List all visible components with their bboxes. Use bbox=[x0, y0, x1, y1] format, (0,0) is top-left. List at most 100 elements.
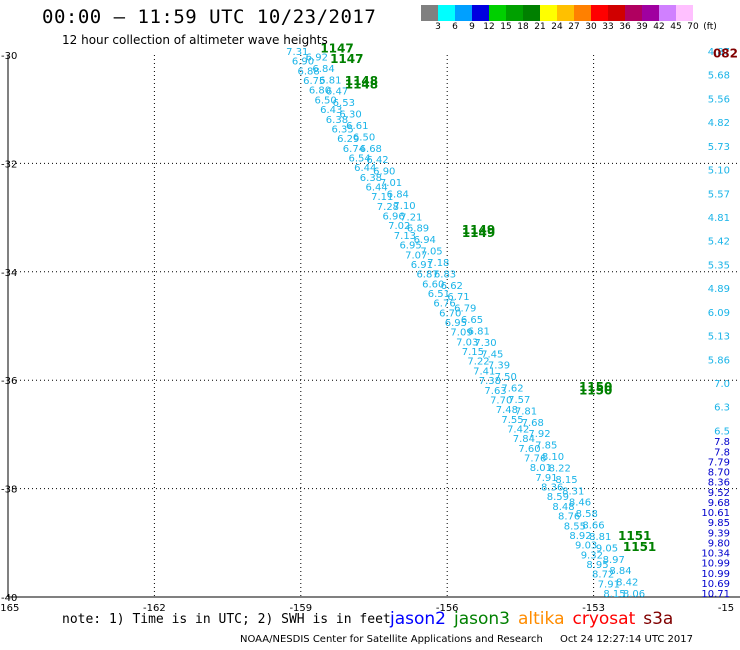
colorbar-label: 15 bbox=[500, 22, 512, 32]
wave-height-label: 7.57 bbox=[508, 395, 530, 406]
legend-cryosat: cryosat bbox=[572, 609, 636, 629]
wave-height-label: 6.90 bbox=[292, 57, 314, 68]
wave-height-label: 7.30 bbox=[474, 338, 496, 349]
wave-height-colorbar bbox=[421, 5, 693, 21]
x-tick-label: -153 bbox=[582, 603, 605, 614]
wave-height-label: 8.15 bbox=[603, 589, 625, 600]
wave-height-label: 8.76 bbox=[558, 512, 580, 523]
wave-height-label: 4.82 bbox=[708, 118, 730, 129]
wave-height-label: 7.81 bbox=[515, 406, 537, 417]
wave-height-label: 5.68 bbox=[708, 71, 730, 82]
wave-height-label: 6.87 bbox=[416, 270, 438, 281]
corner-label: 082 bbox=[713, 46, 738, 60]
wave-height-label: 5.35 bbox=[708, 260, 730, 271]
colorbar-label: 27 bbox=[568, 22, 580, 32]
colorbar-label: 42 bbox=[653, 22, 665, 32]
wave-height-label: 6.29 bbox=[337, 134, 359, 145]
wave-height-label: 7.11 bbox=[371, 192, 393, 203]
wave-height-label: 10.61 bbox=[701, 508, 730, 519]
chart-subtitle: 12 hour collection of altimeter wave hei… bbox=[62, 33, 328, 47]
wave-height-label: 6.35 bbox=[331, 124, 353, 135]
wave-height-label: 10.69 bbox=[701, 579, 730, 590]
wave-height-label: 8.81 bbox=[589, 532, 611, 543]
wave-height-label: 9.68 bbox=[708, 498, 730, 509]
wave-height-label: 8.31 bbox=[562, 486, 584, 497]
wave-height-label: 8.10 bbox=[542, 452, 564, 463]
wave-height-label: 6.92 bbox=[306, 52, 328, 63]
wave-height-label: 8.59 bbox=[547, 492, 569, 503]
wave-height-label: 7.05 bbox=[420, 247, 442, 258]
wave-height-label: 8.72 bbox=[592, 570, 614, 581]
y-tick-label: -36 bbox=[1, 376, 17, 387]
wave-height-label: 6.61 bbox=[346, 121, 368, 132]
legend-altika: altika bbox=[518, 609, 565, 629]
y-tick-label: -30 bbox=[1, 51, 17, 62]
wave-height-label: 6.95 bbox=[445, 318, 467, 329]
wave-height-label: 7.68 bbox=[522, 418, 544, 429]
y-tick-label: -32 bbox=[1, 159, 17, 170]
colorbar-swatch bbox=[608, 5, 625, 21]
colorbar-label: 39 bbox=[636, 22, 648, 32]
wave-height-label: 7.91 bbox=[598, 579, 620, 590]
wave-height-label: 8.95 bbox=[586, 560, 608, 571]
wave-height-label: 7.02 bbox=[388, 221, 410, 232]
wave-height-label: 7.84 bbox=[513, 434, 535, 445]
colorbar-swatch bbox=[506, 5, 523, 21]
wave-height-label: 8.55 bbox=[564, 521, 586, 532]
wave-height-label: 10.34 bbox=[701, 549, 730, 560]
colorbar-label: 70 bbox=[687, 22, 699, 32]
footer-timestamp: Oct 24 12:27:14 UTC 2017 bbox=[560, 634, 693, 645]
wave-height-label: 6.81 bbox=[468, 326, 490, 337]
wave-height-label: 7.18 bbox=[427, 258, 449, 269]
colorbar-label: 30 bbox=[585, 22, 597, 32]
time-label: 1148 bbox=[345, 78, 378, 92]
wave-height-label: 9.39 bbox=[708, 528, 730, 539]
wave-height-label: 8.48 bbox=[552, 502, 574, 513]
wave-height-label: 10.99 bbox=[701, 559, 730, 570]
colorbar-swatch bbox=[625, 5, 642, 21]
colorbar-label: 33 bbox=[602, 22, 614, 32]
time-label: 1147 bbox=[330, 52, 363, 66]
colorbar-swatch bbox=[438, 5, 455, 21]
time-label: 1148 bbox=[345, 74, 378, 88]
wave-height-label: 8.97 bbox=[603, 555, 625, 566]
wave-height-label: 8.84 bbox=[609, 566, 631, 577]
colorbar-swatch bbox=[642, 5, 659, 21]
colorbar-label: 3 bbox=[435, 22, 441, 32]
wave-height-label: 7.70 bbox=[490, 395, 512, 406]
wave-height-label: 7.15 bbox=[462, 347, 484, 358]
wave-height-label: 6.84 bbox=[387, 189, 409, 200]
wave-height-label: 6.53 bbox=[333, 98, 355, 109]
colorbar-swatch bbox=[557, 5, 574, 21]
wave-height-label: 6.54 bbox=[348, 153, 370, 164]
colorbar-label: 6 bbox=[452, 22, 458, 32]
wave-height-label: 6.3 bbox=[714, 403, 730, 414]
wave-height-label: 4.81 bbox=[708, 213, 730, 224]
wave-height-label: 7.09 bbox=[450, 328, 472, 339]
wave-height-label: 6.81 bbox=[319, 75, 341, 86]
wave-height-label: 6.79 bbox=[454, 304, 476, 315]
wave-height-label: 7.55 bbox=[501, 415, 523, 426]
wave-height-label: 7.50 bbox=[495, 372, 517, 383]
wave-height-label: 5.56 bbox=[708, 94, 730, 105]
x-tick-label: -165 bbox=[0, 603, 19, 614]
wave-height-label: 6.62 bbox=[441, 281, 463, 292]
wave-height-label: 7.41 bbox=[473, 366, 495, 377]
colorbar-label: 45 bbox=[670, 22, 682, 32]
wave-height-label: 6.09 bbox=[708, 308, 730, 319]
wave-height-label: 9.32 bbox=[581, 550, 603, 561]
wave-height-label: 8.46 bbox=[569, 498, 591, 509]
note-text: note: 1) Time is in UTC; 2) SWH is in fe… bbox=[62, 612, 391, 627]
wave-height-label: 6.51 bbox=[428, 289, 450, 300]
wave-height-label: 6.43 bbox=[320, 105, 342, 116]
wave-height-label: 8.66 bbox=[582, 521, 604, 532]
wave-height-label: 6.42 bbox=[366, 155, 388, 166]
colorbar-swatch bbox=[523, 5, 540, 21]
wave-height-label: 7.39 bbox=[488, 361, 510, 372]
colorbar-swatch bbox=[574, 5, 591, 21]
chart-title: 00:00 — 11:59 UTC 10/23/2017 bbox=[42, 6, 377, 28]
wave-height-label: 6.83 bbox=[434, 269, 456, 280]
wave-height-label: 6.91 bbox=[411, 260, 433, 271]
wave-height-label: 4.87 bbox=[708, 47, 730, 58]
wave-height-label: 7.03 bbox=[456, 337, 478, 348]
